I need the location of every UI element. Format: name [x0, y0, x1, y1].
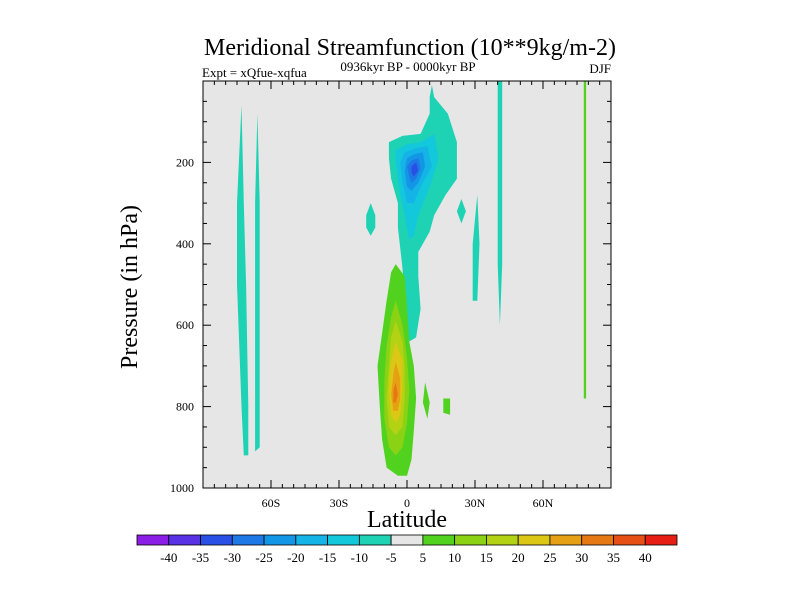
colorbar-swatch [486, 534, 519, 546]
colorbar-swatch [200, 534, 233, 546]
x-tick-label: 30N [465, 496, 486, 510]
contour-negative-strip-30n [472, 195, 480, 301]
chart-title: Meridional Streamfunction (10**9kg/m-2) [204, 35, 616, 61]
contour-positive-strip-78n [583, 81, 587, 399]
colorbar-swatch [168, 534, 201, 546]
colorbar-swatch [549, 534, 583, 546]
colorbar-label: -5 [386, 550, 397, 565]
y-tick-label: 600 [176, 318, 194, 332]
contour-positive-patch-eq [422, 382, 430, 419]
hadley-positive-cell-level-5 [393, 382, 398, 403]
colorbar-swatch [263, 534, 297, 546]
x-tick-label: 30S [330, 496, 349, 510]
colorbar-label: 5 [420, 550, 427, 565]
y-tick-label: 1000 [170, 481, 194, 495]
contour-hadley-negative-cell [388, 85, 457, 342]
colorbar-swatch [454, 534, 487, 546]
colorbar-swatch [422, 534, 456, 546]
colorbar-label: -15 [319, 550, 336, 565]
colorbar-label: 35 [607, 550, 620, 565]
contour-positive-patch-18n [443, 398, 451, 415]
negative-strip-30n-level-0 [472, 195, 480, 301]
positive-patch-18n-level-0 [443, 398, 451, 415]
y-axis-title: Pressure (in hPa) [117, 205, 143, 369]
colorbar-swatch [644, 534, 678, 546]
x-tick-label: 60N [533, 496, 554, 510]
season-label: DJF [589, 61, 611, 76]
colorbar-label: -20 [287, 550, 304, 565]
period-label: 0936kyr BP - 0000kyr BP [340, 59, 475, 74]
colorbar-label: -30 [224, 550, 241, 565]
colorbar-label: -40 [160, 550, 177, 565]
negative-strip-70s-level-0 [255, 113, 260, 452]
colorbar-label: 25 [543, 550, 556, 565]
colorbar-swatch [517, 534, 551, 546]
negative-strip-65s-level-0 [237, 105, 249, 456]
experiment-label: Expt = xQfue-xqfua [202, 65, 307, 80]
x-tick-label: 0 [404, 496, 410, 510]
positive-patch-eq-level-0 [422, 382, 430, 419]
colorbar-label: 30 [575, 550, 588, 565]
colorbar-swatch [136, 534, 170, 546]
x-tick-label: 60S [262, 496, 281, 510]
colorbar-label: 10 [448, 550, 461, 565]
positive-strip-78n-level-0 [583, 81, 587, 399]
x-axis-title: Latitude [367, 507, 447, 533]
colorbar-swatch [327, 534, 360, 546]
y-tick-label: 800 [176, 400, 194, 414]
contour-negative-patch-24n [456, 199, 466, 224]
colorbar-swatch [231, 534, 265, 546]
colorbar-label: 15 [480, 550, 493, 565]
negative-patch-24n-level-0 [456, 199, 466, 224]
colorbar-swatch [295, 534, 328, 546]
y-tick-label: 400 [176, 237, 194, 251]
negative-patch-15s-level-0 [366, 203, 376, 236]
contour-negative-strip-70s [255, 113, 260, 452]
colorbar-swatch [581, 534, 614, 546]
contour-hadley-positive-cell [377, 264, 417, 476]
contour-negative-strip-65s [237, 105, 249, 456]
colorbar-label: 40 [639, 550, 652, 565]
colorbar-swatch [613, 534, 646, 546]
hadley-negative-cell-level-5 [411, 162, 419, 177]
contour-negative-patch-15s [366, 203, 376, 236]
colorbar-label: -10 [351, 550, 368, 565]
y-tick-label: 200 [176, 155, 194, 169]
negative-strip-41n-level-0 [497, 81, 503, 326]
colorbar-label: 20 [512, 550, 525, 565]
colorbar-label: -25 [255, 550, 272, 565]
colorbar-swatch [390, 534, 424, 546]
contour-negative-strip-41n [497, 81, 503, 326]
colorbar-swatch [358, 534, 392, 546]
colorbar-label: -35 [192, 550, 209, 565]
